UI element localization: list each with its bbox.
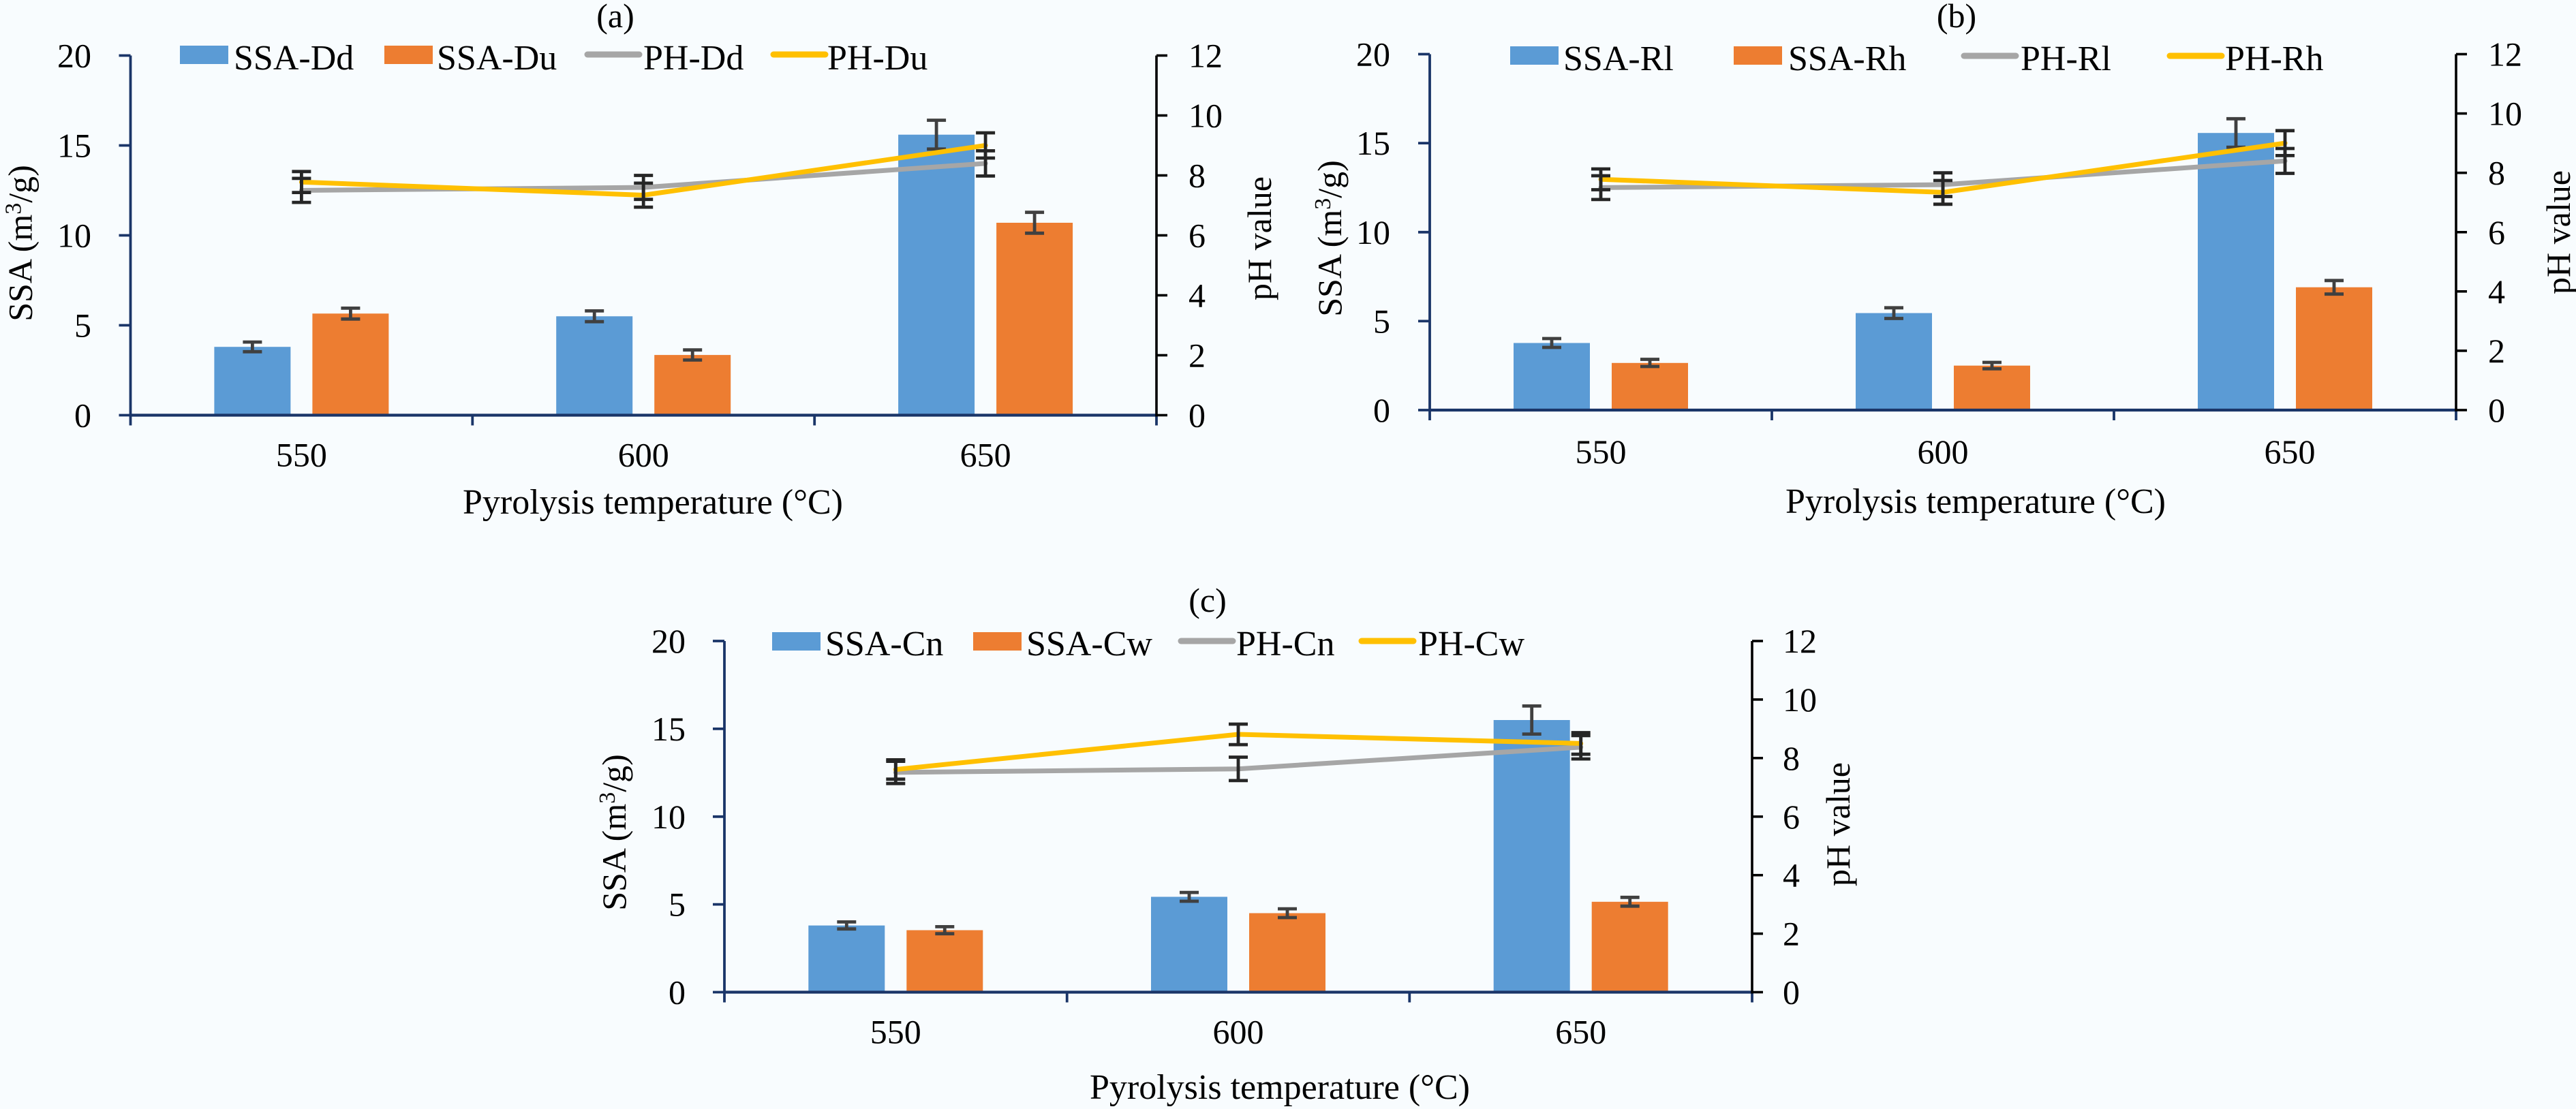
svg-text:SSA (m3/g): SSA (m3/g) [595,754,633,911]
svg-text:SSA-Cw: SSA-Cw [1026,625,1152,663]
svg-text:8: 8 [1189,157,1206,195]
svg-text:PH-Cw: PH-Cw [1418,625,1524,663]
svg-text:600: 600 [1918,433,1969,471]
svg-text:0: 0 [669,973,686,1012]
svg-text:Pyrolysis temperature (°C): Pyrolysis temperature (°C) [463,483,843,522]
svg-text:4: 4 [1189,277,1206,315]
svg-text:10: 10 [2488,95,2522,133]
svg-text:Pyrolysis temperature (°C): Pyrolysis temperature (°C) [1785,482,2166,521]
svg-text:650: 650 [2265,433,2316,471]
svg-text:5: 5 [1373,302,1390,340]
svg-text:0: 0 [74,396,91,435]
svg-text:SSA-Cn: SSA-Cn [825,625,943,663]
svg-text:15: 15 [651,710,686,748]
svg-text:SSA-Rl: SSA-Rl [1563,40,1674,78]
svg-text:pH value: pH value [2539,170,2576,294]
svg-text:pH value: pH value [1240,176,1278,300]
svg-text:pH value: pH value [1819,762,1857,886]
svg-text:12: 12 [2488,35,2522,74]
svg-text:10: 10 [1189,97,1223,135]
svg-text:SSA (m3/g): SSA (m3/g) [1310,160,1349,317]
svg-text:PH-Dd: PH-Dd [643,39,743,78]
svg-text:PH-Rl: PH-Rl [2021,40,2111,78]
svg-text:20: 20 [651,622,686,660]
svg-text:SSA-Du: SSA-Du [437,39,557,78]
svg-text:10: 10 [57,217,91,255]
svg-text:Pyrolysis temperature (°C): Pyrolysis temperature (°C) [1090,1068,1470,1107]
svg-text:15: 15 [1356,124,1390,162]
svg-text:5: 5 [669,886,686,924]
svg-text:(b): (b) [1937,0,1976,35]
svg-text:SSA (m3/g): SSA (m3/g) [1,165,40,322]
svg-text:6: 6 [2488,213,2505,251]
svg-text:550: 550 [1576,433,1627,471]
svg-text:4: 4 [1783,856,1800,894]
svg-text:600: 600 [618,436,669,474]
svg-text:8: 8 [2488,154,2505,192]
svg-text:10: 10 [1356,213,1390,251]
svg-text:20: 20 [57,37,91,75]
svg-text:(c): (c) [1189,581,1227,619]
svg-text:(a): (a) [596,0,634,35]
svg-text:SSA-Rh: SSA-Rh [1788,40,1906,78]
svg-text:650: 650 [1555,1013,1606,1051]
svg-text:550: 550 [276,436,327,474]
svg-text:2: 2 [2488,332,2505,370]
svg-text:650: 650 [960,436,1011,474]
svg-text:20: 20 [1356,35,1390,74]
svg-text:2: 2 [1189,337,1206,375]
svg-text:0: 0 [2488,391,2505,429]
svg-text:PH-Du: PH-Du [827,39,927,78]
svg-text:10: 10 [1783,681,1817,719]
svg-text:15: 15 [57,127,91,165]
svg-text:550: 550 [870,1013,921,1051]
svg-text:0: 0 [1373,391,1390,429]
svg-text:PH-Cn: PH-Cn [1236,625,1334,663]
svg-text:SSA-Dd: SSA-Dd [234,39,354,78]
svg-text:6: 6 [1783,798,1800,836]
svg-text:10: 10 [651,798,686,836]
svg-text:PH-Rh: PH-Rh [2225,40,2323,78]
svg-text:6: 6 [1189,217,1206,255]
svg-text:8: 8 [1783,739,1800,777]
svg-text:2: 2 [1783,915,1800,953]
svg-text:600: 600 [1213,1013,1264,1051]
svg-text:0: 0 [1783,973,1800,1012]
svg-text:12: 12 [1783,622,1817,660]
svg-text:0: 0 [1189,396,1206,435]
svg-text:12: 12 [1189,37,1223,75]
svg-text:5: 5 [74,307,91,345]
svg-text:4: 4 [2488,272,2505,311]
